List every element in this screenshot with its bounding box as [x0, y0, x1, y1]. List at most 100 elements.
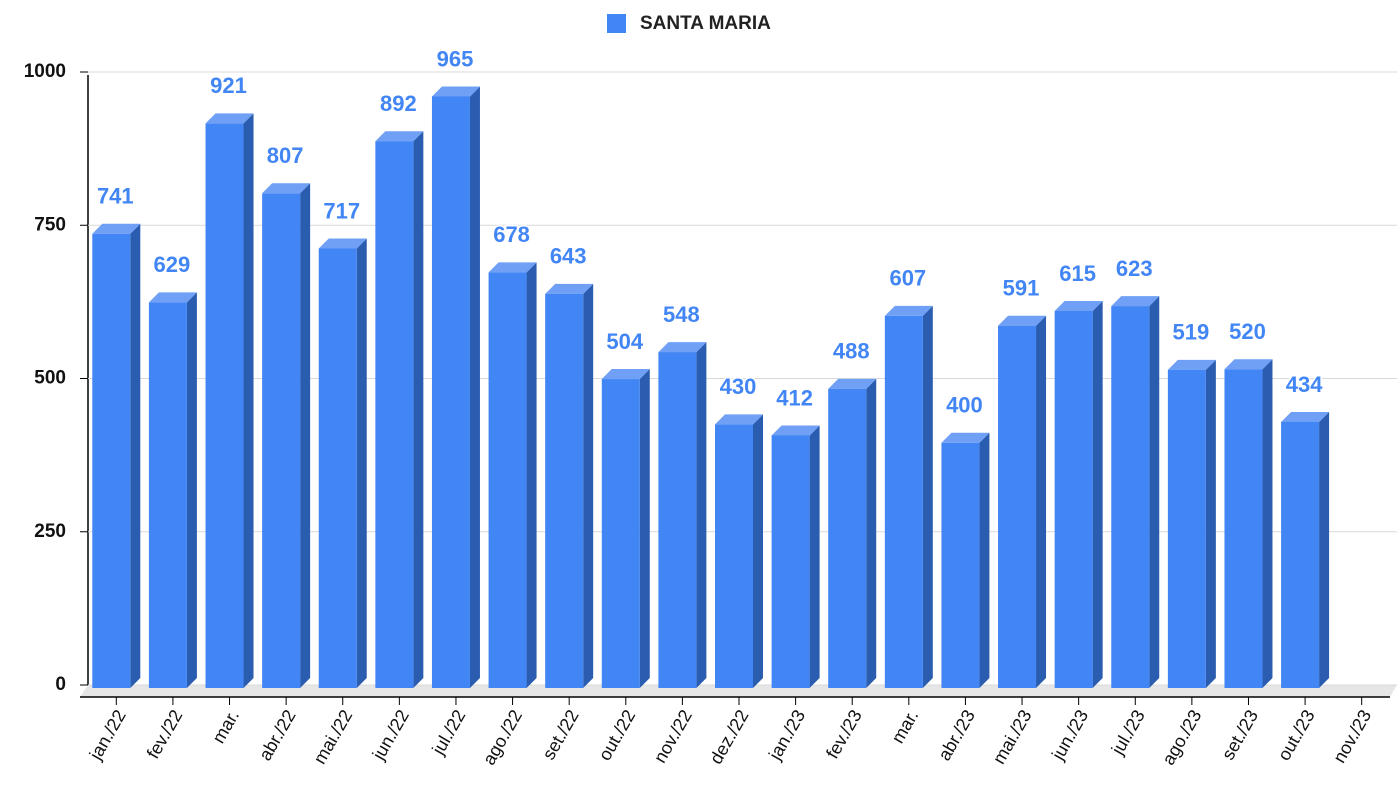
bar-top — [828, 378, 877, 389]
bar — [828, 388, 867, 688]
x-tick-label: ago./23 — [1158, 706, 1205, 768]
bar-top — [545, 283, 594, 294]
y-tick-label: 1000 — [24, 61, 66, 82]
bar — [92, 233, 131, 688]
data-label: 520 — [1229, 319, 1266, 344]
data-label: 921 — [210, 73, 247, 98]
legend-label: SANTA MARIA — [640, 13, 771, 34]
x-tick-label: jul./23 — [1107, 706, 1149, 758]
bar-side — [583, 283, 594, 688]
data-label: 623 — [1116, 256, 1153, 281]
data-label: 430 — [720, 374, 757, 399]
x-tick-label: nov./23 — [1329, 706, 1375, 766]
bar — [318, 248, 357, 688]
bar — [941, 442, 980, 688]
data-label: 548 — [663, 302, 700, 327]
data-label: 519 — [1173, 320, 1210, 345]
bar-side — [1036, 315, 1047, 688]
data-label: 504 — [606, 329, 643, 354]
bar — [1054, 311, 1093, 688]
bar — [148, 302, 187, 688]
bar — [488, 272, 527, 688]
bar-top — [941, 432, 990, 443]
bar-side — [1262, 359, 1273, 688]
bar — [545, 293, 584, 688]
bar-side — [979, 432, 990, 688]
bar — [1111, 306, 1150, 688]
bar — [998, 325, 1037, 688]
bar — [884, 315, 923, 688]
bar-side — [696, 342, 707, 688]
data-label: 615 — [1059, 261, 1096, 286]
bar-top — [262, 183, 311, 194]
bar-top — [998, 315, 1047, 326]
data-label: 488 — [833, 339, 870, 364]
bar-top — [1111, 296, 1160, 307]
bar — [771, 435, 810, 688]
bar — [262, 193, 301, 688]
x-tick-label: jun./22 — [368, 706, 413, 764]
bar-side — [413, 131, 424, 689]
bar-side — [866, 378, 877, 688]
data-label: 629 — [154, 252, 191, 277]
data-label: 591 — [1003, 276, 1040, 301]
bar-top — [92, 223, 141, 234]
bar-side — [639, 369, 650, 688]
bar-top — [771, 425, 820, 436]
bar-top — [488, 262, 537, 273]
y-tick-label: 0 — [55, 674, 66, 695]
bar-side — [1149, 296, 1160, 688]
bar-side — [1319, 411, 1330, 688]
x-tick-label: dez./22 — [706, 706, 753, 767]
bar-side — [300, 183, 311, 688]
x-tick-label: jan./22 — [85, 706, 130, 764]
x-tick-label: set./22 — [538, 706, 582, 763]
bar — [658, 352, 697, 688]
x-tick-label: mai./22 — [309, 706, 356, 767]
bar — [431, 96, 470, 688]
bar-top — [715, 414, 763, 425]
x-tick-label: ago./22 — [479, 706, 526, 768]
x-tick-label: set./23 — [1218, 706, 1262, 763]
data-label: 741 — [97, 184, 134, 209]
bar-side — [922, 305, 933, 688]
x-tick-label: abr./23 — [934, 706, 979, 764]
bar — [715, 424, 753, 688]
bar-side — [186, 292, 197, 688]
x-tick-label: mai./23 — [989, 706, 1036, 767]
bar-top — [431, 86, 480, 97]
bar-top — [318, 238, 367, 249]
data-label: 434 — [1286, 372, 1323, 397]
data-label: 892 — [380, 91, 417, 116]
y-tick-label: 750 — [34, 214, 66, 235]
bar-top — [148, 292, 197, 303]
data-label: 807 — [267, 143, 304, 168]
y-tick-label: 500 — [34, 368, 66, 389]
x-tick-label: mar. — [208, 706, 243, 746]
bar-side — [526, 262, 537, 688]
bar-top — [1054, 301, 1103, 312]
data-label: 717 — [323, 198, 360, 223]
bar — [375, 141, 414, 689]
x-tick-label: abr./22 — [255, 706, 300, 764]
bar-top — [884, 305, 933, 316]
x-tick-label: fev./23 — [822, 706, 866, 762]
bar-top — [601, 369, 650, 380]
bar — [601, 379, 640, 688]
x-tick-label: mar. — [888, 706, 923, 746]
bar-top — [1167, 359, 1216, 370]
x-tick-label: out./23 — [1274, 706, 1319, 764]
bar-top — [658, 342, 707, 353]
bar-side — [243, 113, 254, 688]
x-tick-label: jul./22 — [428, 706, 470, 758]
data-label: 412 — [776, 385, 813, 410]
bar-side — [809, 425, 820, 688]
x-tick-label: jan./23 — [764, 706, 809, 764]
x-tick-label: nov./22 — [650, 706, 696, 766]
bar — [1224, 369, 1263, 688]
y-tick-label: 250 — [34, 521, 66, 542]
data-label: 643 — [550, 244, 587, 269]
legend-swatch — [607, 14, 626, 33]
bar-top — [375, 131, 424, 142]
data-label: 678 — [493, 222, 530, 247]
